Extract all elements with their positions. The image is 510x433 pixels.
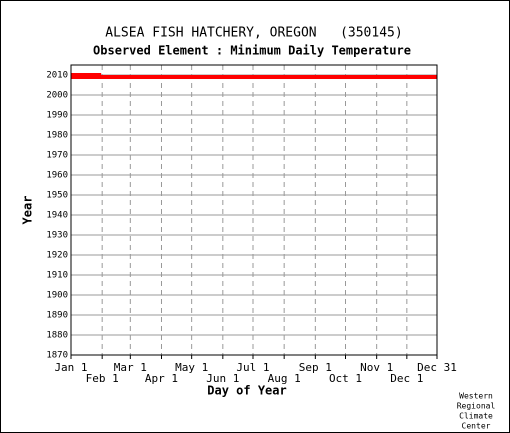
y-tick-label: 1960 [46,171,68,181]
y-tick-label: 1870 [46,351,68,361]
y-tick-label: 1900 [46,291,68,301]
credit-line: Center [462,422,491,431]
data-segment [71,75,437,79]
x-tick-label: Dec 31 [417,361,457,374]
plot-border [70,64,438,356]
x-tick-label: Jun 1 [206,372,239,385]
y-axis-label: Year [21,196,35,225]
y-tick-label: 1970 [46,151,68,161]
x-tick-label: Aug 1 [268,372,301,385]
y-tick-label: 2000 [46,91,68,101]
x-tick-label: Jul 1 [236,361,269,374]
y-tick-label: 1920 [46,251,68,261]
plot-area [71,65,437,355]
y-tick-label: 1880 [46,331,68,341]
x-tick-label: Sep 1 [299,361,332,374]
x-tick-label: Feb 1 [86,372,119,385]
x-tick-label: Nov 1 [360,361,393,374]
y-tick-label: 1930 [46,231,68,241]
y-tick-label: 1890 [46,311,68,321]
credit-line: Regional [457,402,496,411]
y-tick-label: 1910 [46,271,68,281]
y-tick-label: 1950 [46,191,68,201]
x-tick-label: Oct 1 [329,372,362,385]
y-tick-label: 1990 [46,111,68,121]
x-axis-label: Day of Year [207,384,286,398]
chart-subtitle: Observed Element : Minimum Daily Tempera… [93,44,411,58]
x-tick-label: May 1 [175,361,208,374]
x-tick-label: Mar 1 [114,361,147,374]
y-tick-label: 1980 [46,131,68,141]
y-tick-label: 2010 [46,71,68,81]
x-tick-label: Apr 1 [145,372,178,385]
credit-line: Western [459,392,493,401]
chart-title: ALSEA FISH HATCHERY, OREGON (350145) [105,26,402,41]
x-tick-label: Jan 1 [54,361,87,374]
x-tick-label: Dec 1 [390,372,423,385]
y-tick-label: 1940 [46,211,68,221]
credit-line: Climate [459,412,493,421]
